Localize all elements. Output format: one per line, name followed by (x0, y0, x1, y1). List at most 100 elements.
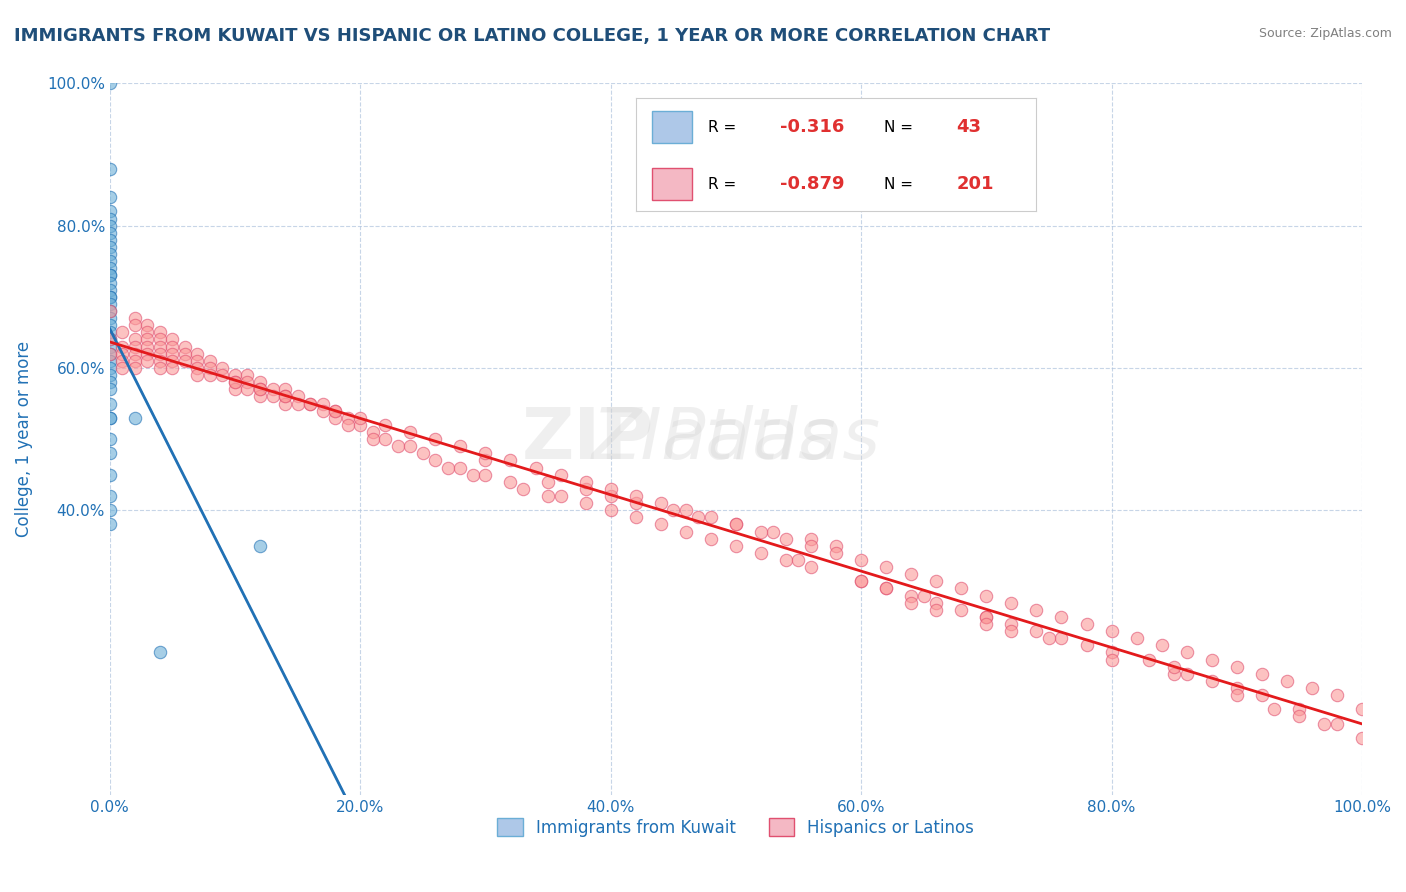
Point (499, 475, 522, 489)
Point (724, 517, 747, 532)
Point (875, 560, 897, 574)
Point (849, 574, 872, 589)
Point (274, 389, 297, 403)
Point (162, 354, 184, 368)
Point (262, 382, 284, 396)
Point (236, 375, 259, 389)
Point (149, 360, 172, 375)
Point (875, 582, 897, 596)
Point (124, 347, 146, 361)
Point (98, 354, 121, 368)
Text: ZIP: ZIP (522, 405, 654, 474)
Point (976, 617, 998, 632)
Point (474, 446, 496, 460)
Point (98, 347, 121, 361)
Point (1226, 659, 1249, 673)
Point (162, 347, 184, 361)
Point (323, 410, 346, 425)
Point (1000, 617, 1022, 632)
Point (1250, 688, 1272, 702)
Point (1301, 681, 1323, 695)
Point (1101, 652, 1123, 666)
Point (599, 489, 621, 503)
Point (98, 311, 121, 326)
Point (849, 574, 872, 589)
Point (912, 589, 935, 603)
Point (287, 389, 309, 403)
Point (849, 553, 872, 567)
Point (1163, 666, 1185, 681)
Point (449, 460, 471, 475)
Point (98, 247, 121, 261)
Point (599, 503, 621, 517)
Point (624, 510, 647, 524)
Point (224, 368, 246, 382)
Point (550, 489, 572, 503)
Point (700, 510, 723, 524)
Point (1201, 673, 1223, 688)
Point (124, 410, 146, 425)
Point (650, 496, 672, 510)
Point (1050, 610, 1073, 624)
Point (575, 482, 598, 496)
Point (98, 340, 121, 354)
Point (1101, 645, 1123, 659)
Point (537, 489, 560, 503)
Point (900, 589, 922, 603)
Point (149, 347, 172, 361)
Point (437, 460, 460, 475)
Point (124, 340, 146, 354)
Point (236, 368, 259, 382)
Point (186, 354, 208, 368)
Point (98, 360, 121, 375)
Point (1038, 632, 1060, 646)
Point (399, 425, 422, 439)
Point (98, 226, 121, 240)
Point (287, 396, 309, 410)
Point (98, 517, 121, 532)
Point (186, 368, 208, 382)
Point (98, 283, 121, 297)
Point (111, 354, 134, 368)
Point (136, 326, 159, 340)
Point (800, 539, 823, 553)
Point (224, 375, 246, 389)
Point (111, 326, 134, 340)
Point (98, 77, 121, 91)
Point (1076, 638, 1098, 652)
Point (1250, 666, 1272, 681)
Point (461, 467, 484, 482)
Point (98, 375, 121, 389)
Point (299, 396, 322, 410)
Point (1125, 632, 1147, 646)
Point (950, 582, 973, 596)
Point (1326, 688, 1348, 702)
Point (162, 340, 184, 354)
Point (925, 603, 948, 617)
Point (124, 354, 146, 368)
Point (537, 475, 560, 489)
Point (249, 539, 271, 553)
Point (149, 340, 172, 354)
Point (274, 382, 297, 396)
Point (149, 645, 172, 659)
Point (599, 482, 621, 496)
Point (98, 211, 121, 226)
Point (425, 453, 447, 467)
Point (98, 297, 121, 311)
Point (724, 539, 747, 553)
Point (925, 596, 948, 610)
Point (98, 240, 121, 254)
Point (1150, 638, 1173, 652)
Y-axis label: College, 1 year or more: College, 1 year or more (15, 341, 32, 537)
Point (787, 553, 810, 567)
Point (136, 340, 159, 354)
Point (98, 268, 121, 283)
Legend: Immigrants from Kuwait, Hispanics or Latinos: Immigrants from Kuwait, Hispanics or Lat… (491, 812, 981, 843)
Point (925, 574, 948, 589)
Point (688, 510, 710, 524)
Point (211, 360, 233, 375)
Point (1163, 659, 1185, 673)
Point (1288, 709, 1310, 723)
Point (98, 233, 121, 247)
